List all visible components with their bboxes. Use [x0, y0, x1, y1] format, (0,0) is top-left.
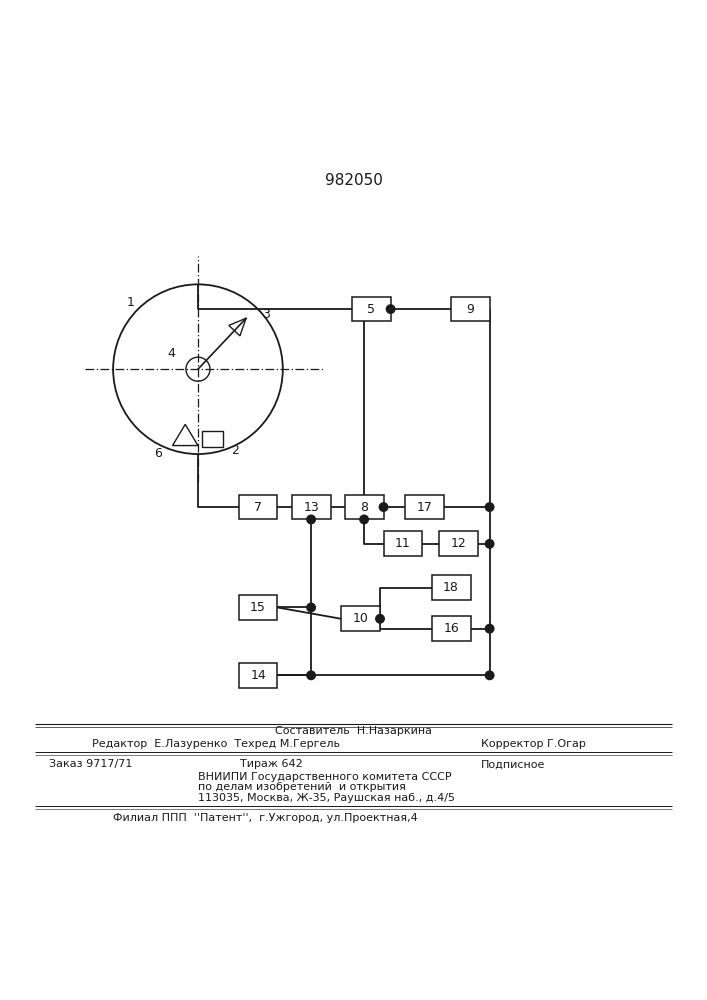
Text: 2: 2	[230, 444, 239, 457]
Circle shape	[379, 503, 388, 511]
Bar	[352, 297, 390, 321]
Text: Подписное: Подписное	[481, 759, 545, 769]
Bar	[431, 616, 471, 641]
Text: 1: 1	[127, 296, 135, 309]
Circle shape	[307, 671, 315, 680]
Text: Составитель  Н.Назаркина: Составитель Н.Назаркина	[275, 726, 432, 736]
Text: 14: 14	[250, 669, 266, 682]
Bar	[345, 495, 383, 519]
Circle shape	[485, 503, 494, 511]
Bar	[451, 297, 490, 321]
Text: 7: 7	[254, 501, 262, 514]
Circle shape	[376, 615, 385, 623]
Text: Редактор  Е.Лазуренко  Техред М.Гергель: Редактор Е.Лазуренко Техред М.Гергель	[92, 739, 340, 749]
Text: 4: 4	[167, 347, 175, 360]
Text: 10: 10	[353, 612, 368, 625]
Circle shape	[307, 603, 315, 612]
Text: 11: 11	[395, 537, 411, 550]
Bar	[431, 575, 471, 600]
Text: 12: 12	[450, 537, 466, 550]
Text: Филиал ППП  ''Патент'',  г.Ужгород, ул.Проектная,4: Филиал ППП ''Патент'', г.Ужгород, ул.Про…	[113, 813, 418, 823]
Text: 3: 3	[262, 308, 270, 321]
Text: 982050: 982050	[325, 173, 382, 188]
Circle shape	[485, 540, 494, 548]
Text: 6: 6	[154, 447, 163, 460]
Text: по делам изобретений  и открытия: по делам изобретений и открытия	[198, 782, 406, 792]
Text: 9: 9	[466, 303, 474, 316]
Text: 113035, Москва, Ж-35, Раушская наб., д.4/5: 113035, Москва, Ж-35, Раушская наб., д.4…	[198, 793, 455, 803]
Bar	[238, 595, 277, 620]
Bar	[404, 495, 444, 519]
Text: 8: 8	[360, 501, 368, 514]
Bar	[202, 431, 223, 447]
Circle shape	[307, 515, 315, 524]
Bar	[291, 495, 330, 519]
Text: 5: 5	[367, 303, 375, 316]
Bar	[238, 495, 277, 519]
Text: Заказ 9717/71: Заказ 9717/71	[49, 759, 133, 769]
Bar	[384, 531, 423, 556]
Text: 13: 13	[303, 501, 319, 514]
Text: ВНИИПИ Государственного комитета СССР: ВНИИПИ Государственного комитета СССР	[198, 772, 452, 782]
Circle shape	[386, 305, 395, 313]
Circle shape	[485, 624, 494, 633]
Text: 17: 17	[416, 501, 432, 514]
Text: 18: 18	[443, 581, 459, 594]
Circle shape	[360, 515, 368, 524]
Bar	[238, 663, 277, 688]
Bar	[438, 531, 478, 556]
Text: 16: 16	[443, 622, 459, 635]
Bar	[341, 606, 380, 631]
Text: 15: 15	[250, 601, 266, 614]
Text: Корректор Г.Огар: Корректор Г.Огар	[481, 739, 585, 749]
Circle shape	[485, 671, 494, 680]
Text: Тираж 642: Тираж 642	[240, 759, 303, 769]
